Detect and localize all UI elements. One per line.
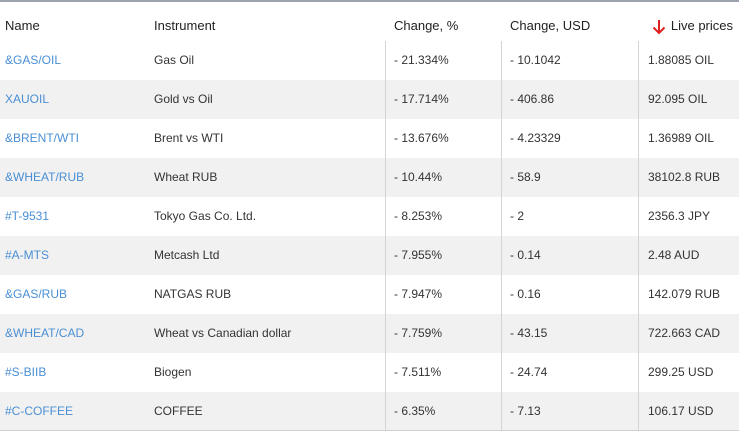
symbol-link[interactable]: &GAS/RUB (5, 287, 68, 301)
column-header: Change, % (394, 18, 459, 33)
table-cell: - 7.511% (394, 365, 442, 379)
table-cell: - 58.9 (510, 170, 541, 184)
table-cell: - 7.955% (394, 248, 443, 262)
table-cell: - 4.23329 (510, 131, 561, 145)
table-cell: Biogen (154, 365, 192, 379)
column-separator (501, 41, 502, 431)
table-row (0, 197, 739, 236)
table-cell: 1.88085 OIL (648, 53, 715, 67)
table-cell: Wheat vs Canadian dollar (154, 326, 292, 340)
table-cell: 1.36989 OIL (648, 131, 715, 145)
table-row (0, 119, 739, 158)
symbol-link[interactable]: &WHEAT/RUB (5, 170, 85, 184)
column-header: Instrument (154, 18, 216, 33)
symbol-link[interactable]: &BRENT/WTI (5, 131, 79, 145)
symbol-link[interactable]: &WHEAT/CAD (5, 326, 85, 340)
table-cell: 106.17 USD (648, 404, 714, 418)
table-cell: Metcash Ltd (154, 248, 220, 262)
table-cell: - 10.1042 (510, 53, 561, 67)
table-cell: - 43.15 (510, 326, 548, 340)
table-cell: - 8.253% (394, 209, 443, 223)
table-cell: Tokyo Gas Co. Ltd. (154, 209, 257, 223)
table-cell: - 7.947% (394, 287, 443, 301)
table-cell: - 7.13 (510, 404, 541, 418)
table-row (0, 392, 739, 431)
column-header: Name (5, 18, 40, 33)
table-row (0, 236, 739, 275)
symbol-link[interactable]: #C-COFFEE (5, 404, 74, 418)
symbol-link[interactable]: &GAS/OIL (5, 53, 62, 67)
symbol-link[interactable]: XAUOIL (5, 92, 50, 106)
table-row (0, 314, 739, 353)
column-header[interactable]: Live prices (670, 18, 733, 33)
table-row (0, 41, 739, 80)
table-cell: NATGAS RUB (154, 287, 232, 301)
table-cell: Gas Oil (154, 53, 195, 67)
table-cell: - 406.86 (510, 92, 555, 106)
table-cell: - 7.759% (394, 326, 443, 340)
table-cell: 92.095 OIL (648, 92, 708, 106)
sort-arrow[interactable] (652, 19, 666, 35)
table-row (0, 353, 739, 392)
table-cell: - 6.35% (394, 404, 436, 418)
symbol-link[interactable]: #T-9531 (5, 209, 50, 223)
table-row (0, 158, 739, 197)
table-cell: 722.663 CAD (648, 326, 721, 340)
table-cell: COFFEE (154, 404, 203, 418)
table-cell: - 21.334% (394, 53, 449, 67)
table-cell: - 17.714% (394, 92, 449, 106)
symbol-link[interactable]: #A-MTS (5, 248, 50, 262)
table-cell: - 10.44% (394, 170, 443, 184)
table-cell: 2.48 AUD (648, 248, 700, 262)
table-cell: 142.079 RUB (648, 287, 721, 301)
table-row (0, 80, 739, 119)
symbol-link[interactable]: #S-BIIB (5, 365, 47, 379)
table-cell: 38102.8 RUB (648, 170, 721, 184)
table-cell: Gold vs Oil (154, 92, 213, 106)
table-cell: - 24.74 (510, 365, 548, 379)
table-cell: 299.25 USD (648, 365, 714, 379)
column-separator (638, 41, 639, 431)
table-cell: - 2 (510, 209, 525, 223)
column-header: Change, USD (510, 18, 591, 33)
column-separator (385, 41, 386, 431)
table-cell: Brent vs WTI (154, 131, 224, 145)
table-cell: - 13.676% (394, 131, 449, 145)
table-cell: Wheat RUB (154, 170, 218, 184)
table-cell: - 0.16 (510, 287, 541, 301)
table-border (0, 430, 739, 431)
table-cell: - 0.14 (510, 248, 541, 262)
table-cell: 2356.3 JPY (648, 209, 711, 223)
table-row (0, 275, 739, 314)
